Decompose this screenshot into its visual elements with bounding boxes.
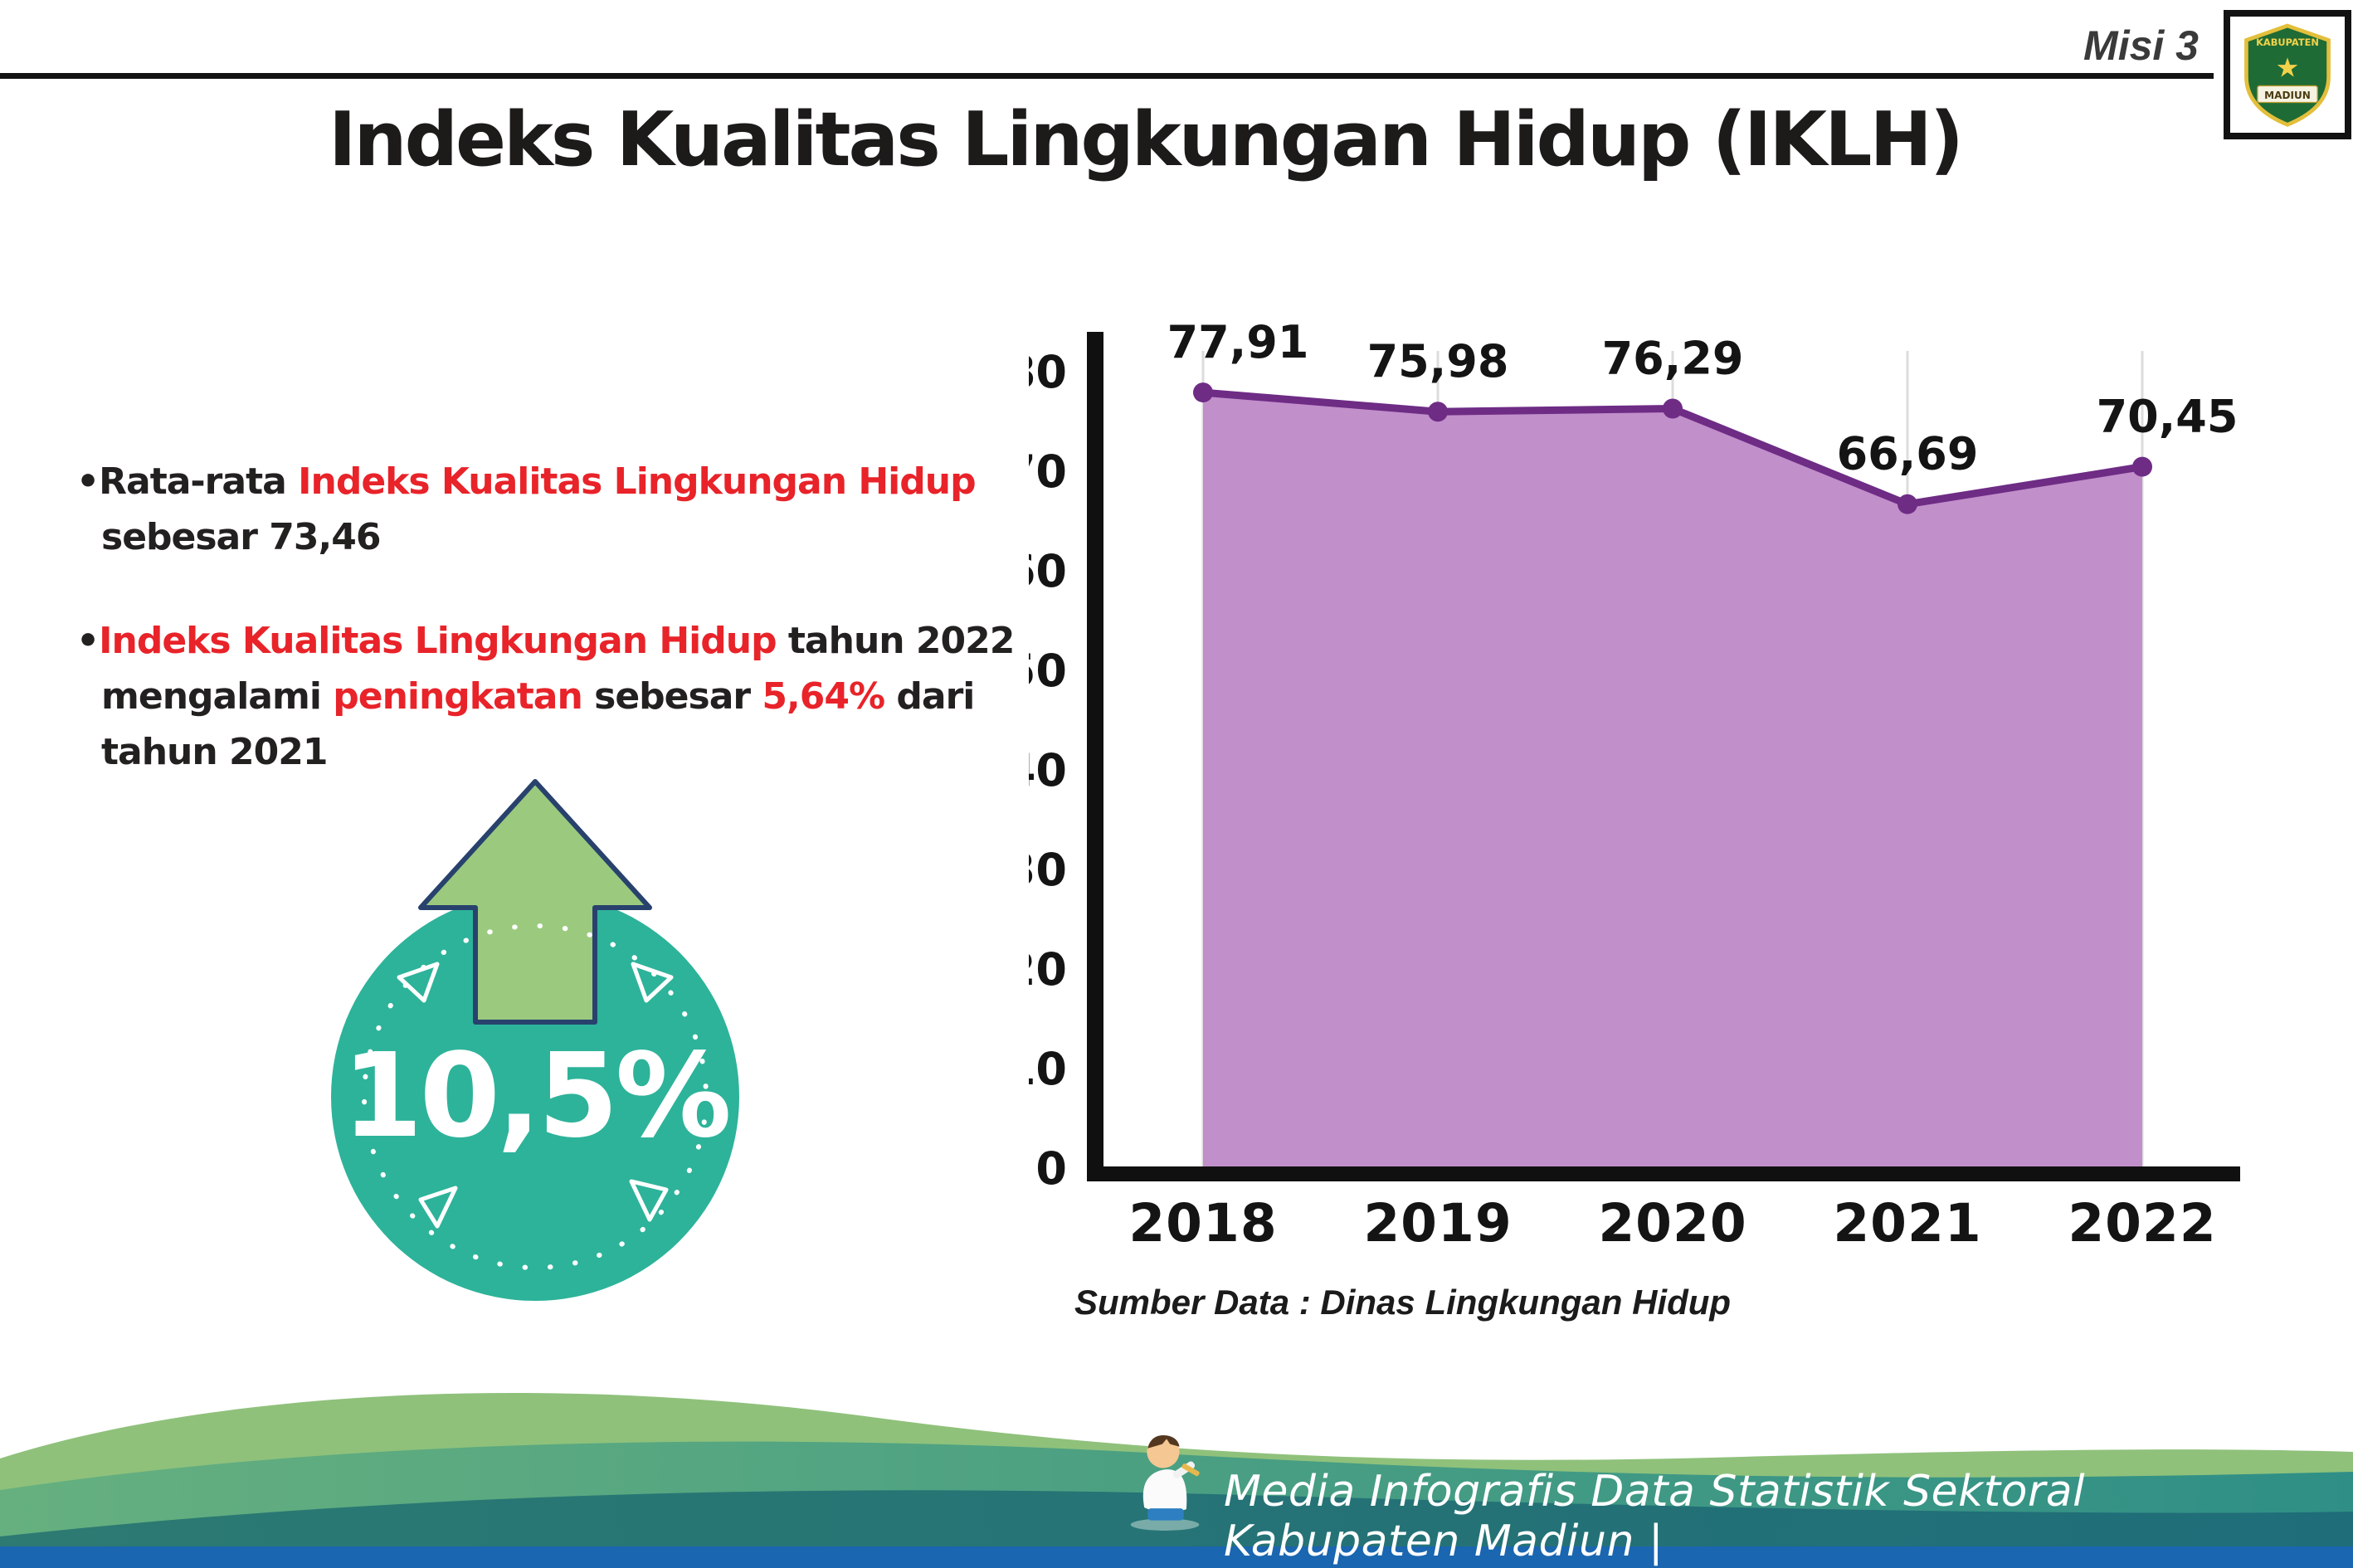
kabupaten-madiun-logo: KABUPATEN ★ MADIUN	[2224, 10, 2351, 139]
value-label: 66,69	[1837, 428, 1979, 480]
misi-label: Misi 3	[2083, 22, 2199, 69]
x-axis-tick-label: 2018	[1128, 1193, 1277, 1254]
bullet-text-segment: tahun 2022 mengalami	[101, 619, 1015, 718]
data-point	[1663, 398, 1683, 419]
y-axis-tick-label: 60	[1029, 545, 1067, 597]
bullet-increase-2022: •Indeks Kualitas Lingkungan Hidup tahun …	[76, 614, 1072, 781]
y-axis-tick-label: 70	[1029, 446, 1067, 498]
summary-bullets: •Rata-rata Indeks Kualitas Lingkungan Hi…	[76, 455, 1072, 780]
logo-crest: KABUPATEN ★ MADIUN	[2244, 23, 2331, 127]
area-fill	[1203, 392, 2142, 1168]
mascot-icon	[1130, 1435, 1200, 1531]
bullet-text-segment: sebesar	[582, 674, 762, 718]
value-label: 70,45	[2097, 391, 2239, 443]
badge-circle	[331, 893, 739, 1301]
badge-triangle-se	[629, 1179, 669, 1222]
increase-badge-graphic	[331, 779, 739, 1301]
data-point	[1193, 382, 1213, 403]
y-axis-tick-label: 50	[1029, 645, 1067, 697]
logo-ribbon	[2257, 85, 2318, 104]
increase-badge: 10,5%	[319, 772, 751, 1315]
footer-blue-bar	[0, 1546, 2353, 1568]
badge-dotted-ring	[362, 923, 709, 1270]
logo-bottom-text: MADIUN	[2264, 90, 2311, 101]
star-icon: ★	[2276, 52, 2300, 84]
data-point	[1898, 494, 1917, 514]
value-label: 76,29	[1602, 333, 1744, 385]
value-label: 77,91	[1167, 316, 1309, 368]
iklh-area-chart: 77,91 75,98 76,29 66,69 70,45 0 10 20 30 40 50 60 70…	[1029, 316, 2240, 1254]
logo-top-text: KABUPATEN	[2256, 37, 2319, 48]
x-axis-tick-label: 2020	[1598, 1193, 1746, 1254]
badge-triangle-sw	[418, 1186, 458, 1229]
footer-waves	[0, 1392, 2353, 1568]
y-axis-tick-label: 30	[1029, 844, 1067, 896]
page-title: Indeks Kualitas Lingkungan Hidup (IKLH)	[329, 96, 1964, 183]
chart-source: Sumber Data : Dinas Lingkungan Hidup	[1074, 1283, 1732, 1322]
header-rule	[0, 73, 2214, 79]
bullet-text-segment: •	[76, 619, 100, 662]
y-axis-line	[1087, 332, 1103, 1178]
value-label: 75,98	[1367, 335, 1509, 387]
y-axis-tick-label: 20	[1029, 943, 1067, 996]
arrow-up-icon	[418, 779, 652, 1025]
bullet-text-segment: sebesar 73,46	[101, 515, 381, 558]
badge-triangle-nw	[397, 962, 440, 1003]
data-point	[2132, 456, 2152, 477]
bullet-text-segment: peningkatan	[333, 674, 583, 718]
data-point	[1428, 402, 1448, 422]
badge-triangle-ne	[631, 962, 674, 1003]
y-axis-tick-label: 40	[1029, 744, 1067, 796]
iklh-chart-panel: 77,91 75,98 76,29 66,69 70,45 0 10 20 30 40 50 60 70…	[1029, 305, 2273, 1322]
x-axis-line	[1087, 1166, 2240, 1181]
bullet-text-segment: Indeks Kualitas Lingkungan Hidup	[99, 619, 777, 662]
y-axis-tick-label: 10	[1029, 1043, 1067, 1095]
y-axis-tick-label: 80	[1029, 346, 1067, 398]
footer-caption: Media Infografis Data Statistik Sektoral…	[1224, 1467, 2086, 1566]
increase-percentage: 10,5%	[342, 1029, 732, 1164]
bullet-text-segment: Indeks Kualitas Lingkungan Hidup	[298, 460, 976, 503]
y-axis-tick-label: 0	[1035, 1142, 1067, 1195]
bullet-text-segment: •Rata-rata	[76, 460, 299, 503]
x-axis-tick-label: 2021	[1833, 1193, 1981, 1254]
bullet-text-segment: dari tahun 2021	[101, 674, 975, 773]
footer: Media Infografis Data Statistik Sektoral…	[0, 1361, 2353, 1568]
bullet-text-segment: 5,64%	[762, 674, 885, 718]
x-axis-tick-label: 2019	[1363, 1193, 1512, 1254]
bullet-average-iklh: •Rata-rata Indeks Kualitas Lingkungan Hi…	[76, 455, 1072, 566]
x-axis-tick-label: 2022	[2068, 1193, 2216, 1254]
